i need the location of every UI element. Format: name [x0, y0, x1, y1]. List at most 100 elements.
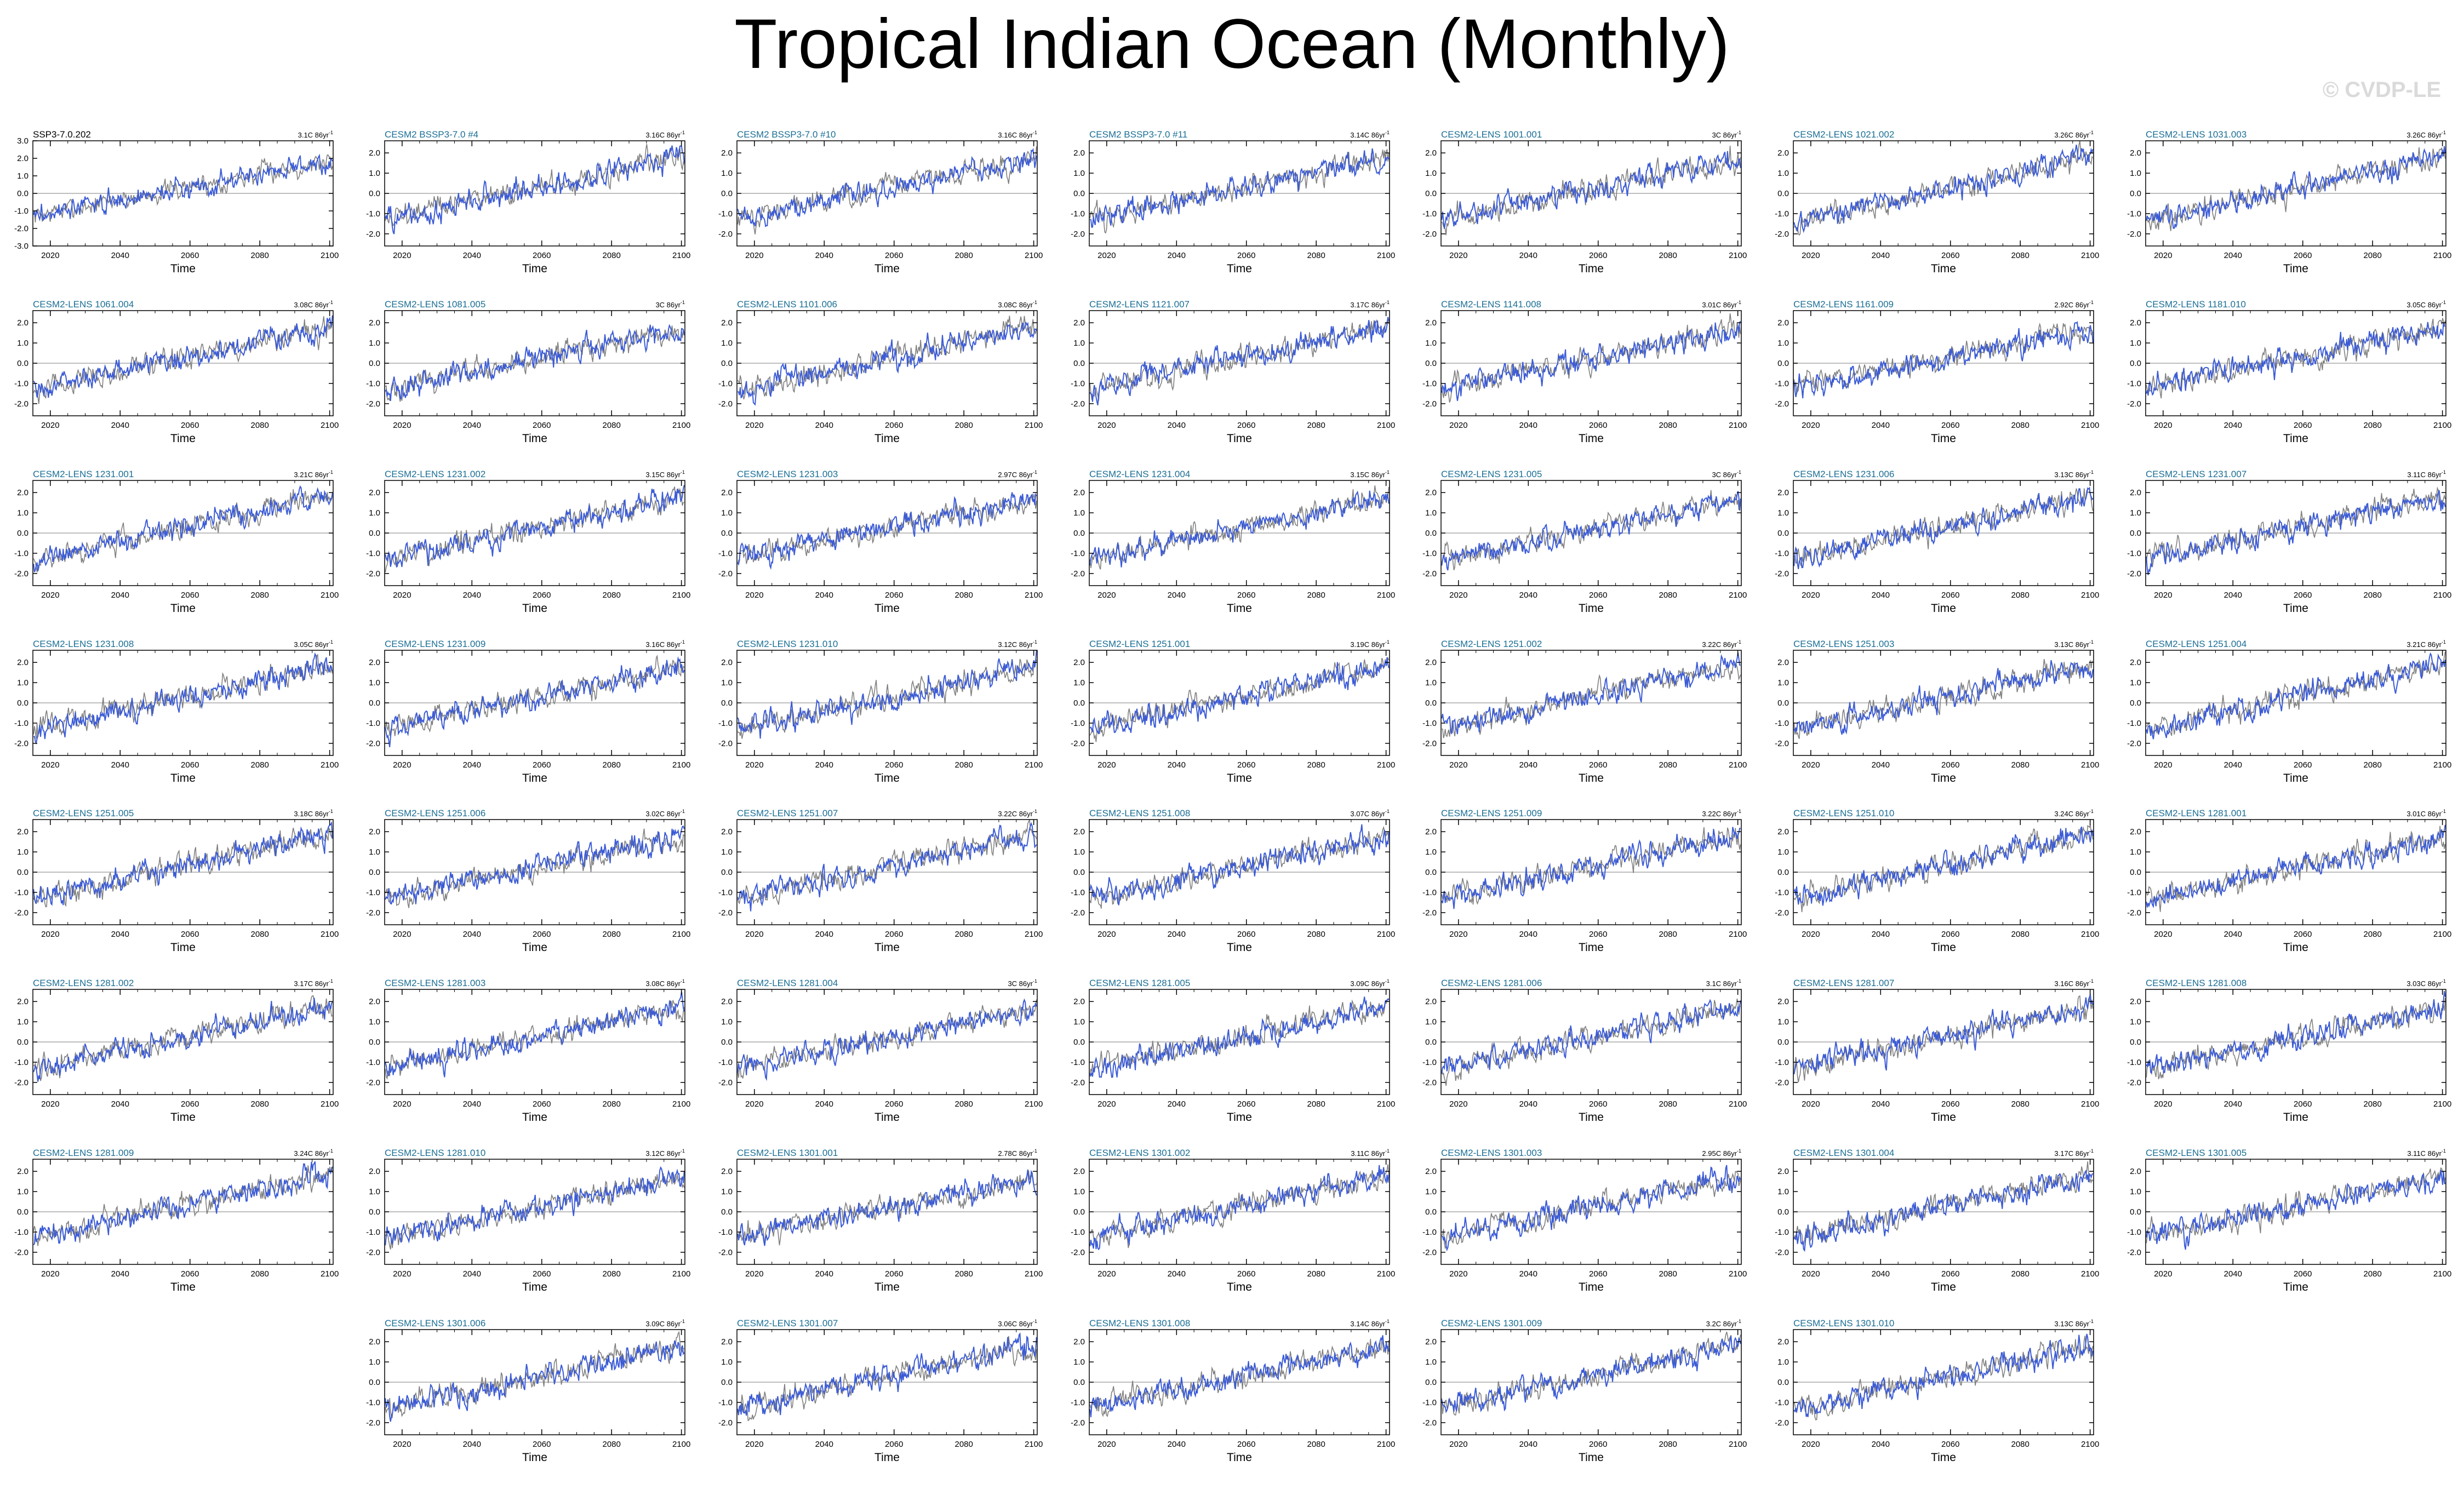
y-tick-label: 1.0	[2130, 1017, 2141, 1027]
panel-title[interactable]: CESM2-LENS 1231.003	[737, 469, 838, 479]
panel-title[interactable]: CESM2-LENS 1281.007	[1793, 978, 1894, 988]
x-tick-label: 2080	[1659, 1440, 1677, 1449]
panel-title[interactable]: CESM2-LENS 1251.006	[385, 808, 485, 818]
panel-title[interactable]: CESM2-LENS 1231.004	[1089, 469, 1190, 479]
simulation-series-line	[33, 652, 333, 745]
panel-title[interactable]: CESM2-LENS 1001.001	[1441, 129, 1542, 140]
x-tick-label: 2020	[41, 421, 59, 430]
y-tick-label: -1.0	[1071, 1398, 1085, 1407]
y-tick-label: 1.0	[1777, 1358, 1789, 1367]
panel-title[interactable]: CESM2-LENS 1301.006	[385, 1318, 485, 1328]
x-tick-label: 2080	[250, 591, 268, 600]
panel-title[interactable]: CESM2-LENS 1301.005	[2146, 1148, 2246, 1158]
panel-title[interactable]: CESM2-LENS 1251.010	[1793, 808, 1894, 818]
panel-6: CESM2-LENS 1021.002 3.26C 86yr-1 2.0 1.0 0.0…	[1775, 129, 2099, 275]
y-tick-label: -1.0	[2127, 379, 2141, 388]
panel-title[interactable]: CESM2-LENS 1301.001	[737, 1148, 838, 1158]
panel-trend-label: 2.97C 86yr-1	[998, 469, 1037, 479]
panel-33: CESM2-LENS 1251.009 3.22C 86yr-1 2.0 1.0 0.0…	[1422, 808, 1747, 954]
x-axis-label: Time	[1579, 1451, 1604, 1464]
panel-title[interactable]: CESM2-LENS 1301.003	[1441, 1148, 1542, 1158]
panel-title[interactable]: CESM2-LENS 1231.009	[385, 639, 485, 649]
panel-title[interactable]: CESM2-LENS 1231.008	[33, 639, 134, 649]
reference-series-line	[2146, 826, 2446, 912]
panel-title[interactable]: CESM2-LENS 1281.009	[33, 1148, 134, 1158]
panel-title[interactable]: CESM2-LENS 1281.002	[33, 978, 134, 988]
panel-title[interactable]: CESM2-LENS 1281.004	[737, 978, 838, 988]
reference-series-line	[737, 494, 1037, 564]
y-tick-label: 1.0	[1425, 169, 1437, 178]
panel-title[interactable]: CESM2-LENS 1231.007	[2146, 469, 2246, 479]
x-tick-label: 2040	[1519, 760, 1537, 770]
panel-title[interactable]: CESM2-LENS 1021.002	[1793, 129, 1894, 140]
x-tick-label: 2100	[1729, 1099, 1747, 1109]
y-tick-label: 1.0	[1073, 1358, 1085, 1367]
panel-title[interactable]: CESM2-LENS 1301.004	[1793, 1148, 1894, 1158]
panel-title[interactable]: CESM2-LENS 1251.002	[1441, 639, 1542, 649]
panel-title[interactable]: CESM2-LENS 1181.010	[2146, 299, 2246, 310]
panel-title[interactable]: CESM2-LENS 1061.004	[33, 299, 134, 310]
panel-title[interactable]: CESM2-LENS 1281.008	[2146, 978, 2246, 988]
x-tick-label: 2080	[2363, 251, 2381, 260]
x-tick-label: 2060	[1941, 421, 1959, 430]
x-tick-label: 2020	[393, 251, 411, 260]
panel-title[interactable]: CESM2-LENS 1301.008	[1089, 1318, 1190, 1328]
panel-9: CESM2-LENS 1081.005 3C 86yr-1 2.0 1.0 0.0 -1.…	[366, 299, 690, 445]
panel-title[interactable]: CESM2-LENS 1281.003	[385, 978, 485, 988]
y-tick-label: 0.0	[1777, 868, 1789, 877]
x-axis-label: Time	[2283, 941, 2308, 954]
x-tick-label: 2080	[954, 760, 973, 770]
panel-title[interactable]: CESM2-LENS 1161.009	[1793, 299, 1894, 310]
panel-41: CESM2-LENS 1281.007 3.16C 86yr-1 2.0 1.0 0.0…	[1775, 978, 2099, 1124]
panel-title[interactable]: CESM2-LENS 1251.007	[737, 808, 838, 818]
y-tick-label: -1.0	[14, 888, 28, 897]
reference-series-line	[1793, 658, 2093, 739]
panel-title[interactable]: CESM2-LENS 1231.002	[385, 469, 485, 479]
panel-title[interactable]: CESM2-LENS 1301.002	[1089, 1148, 1190, 1158]
x-tick-label: 2040	[815, 421, 833, 430]
panel-title[interactable]: CESM2-LENS 1231.001	[33, 469, 134, 479]
panel-trend-label: 3.16C 86yr-1	[998, 130, 1037, 139]
panel-trend-label: 3.24C 86yr-1	[294, 1148, 333, 1158]
y-tick-label: -2.0	[1422, 230, 1437, 239]
panel-title[interactable]: CESM2-LENS 1281.001	[2146, 808, 2246, 818]
x-tick-label: 2100	[2433, 1269, 2451, 1279]
panel-title[interactable]: CESM2-LENS 1301.010	[1793, 1318, 1894, 1328]
panel-title[interactable]: CESM2-LENS 1281.006	[1441, 978, 1542, 988]
panel-title[interactable]: CESM2-LENS 1251.009	[1441, 808, 1542, 818]
panel-title[interactable]: CESM2-LENS 1251.003	[1793, 639, 1894, 649]
panel-title[interactable]: CESM2-LENS 1281.005	[1089, 978, 1190, 988]
y-tick-label: -1.0	[718, 1058, 733, 1067]
panel-16: CESM2-LENS 1231.002 3.15C 86yr-1 2.0 1.0 0.0…	[366, 469, 690, 615]
x-tick-label: 2020	[2154, 591, 2172, 600]
panel-title[interactable]: CESM2-LENS 1031.003	[2146, 129, 2246, 140]
panel-title[interactable]: CESM2-LENS 1251.001	[1089, 639, 1190, 649]
panel-title[interactable]: CESM2-LENS 1231.010	[737, 639, 838, 649]
panel-title[interactable]: CESM2-LENS 1281.010	[385, 1148, 485, 1158]
x-tick-label: 2020	[1802, 760, 1820, 770]
panel-title[interactable]: CESM2-LENS 1251.004	[2146, 639, 2246, 649]
y-tick-label: 2.0	[369, 658, 380, 667]
panel-title[interactable]: CESM2-LENS 1231.005	[1441, 469, 1542, 479]
panel-trend-label: 3.14C 86yr-1	[1350, 130, 1390, 139]
y-tick-label: 1.0	[369, 169, 380, 178]
panel-title[interactable]: SSP3-7.0.202	[33, 129, 91, 140]
panel-title[interactable]: CESM2 BSSP3-7.0 #10	[737, 129, 836, 140]
x-tick-label: 2060	[181, 1099, 199, 1109]
panel-30: CESM2-LENS 1251.006 3.02C 86yr-1 2.0 1.0 0.0…	[366, 808, 690, 954]
panel-title[interactable]: CESM2-LENS 1301.007	[737, 1318, 838, 1328]
reference-series-line	[1089, 148, 1390, 234]
x-axis-label: Time	[522, 1451, 547, 1464]
panel-trend-label: 3.17C 86yr-1	[2054, 1148, 2094, 1158]
panel-title[interactable]: CESM2-LENS 1301.009	[1441, 1318, 1542, 1328]
panel-title[interactable]: CESM2-LENS 1141.008	[1441, 299, 1541, 310]
panel-title[interactable]: CESM2-LENS 1231.006	[1793, 469, 1894, 479]
panel-title[interactable]: CESM2 BSSP3-7.0 #4	[385, 129, 478, 140]
panel-title[interactable]: CESM2 BSSP3-7.0 #11	[1089, 129, 1187, 140]
panel-title[interactable]: CESM2-LENS 1081.005	[385, 299, 485, 310]
panel-title[interactable]: CESM2-LENS 1251.005	[33, 808, 134, 818]
panel-title[interactable]: CESM2-LENS 1121.007	[1089, 299, 1190, 310]
panel-title[interactable]: CESM2-LENS 1101.006	[737, 299, 837, 310]
panel-title[interactable]: CESM2-LENS 1251.008	[1089, 808, 1190, 818]
x-tick-label: 2080	[1307, 1099, 1325, 1109]
